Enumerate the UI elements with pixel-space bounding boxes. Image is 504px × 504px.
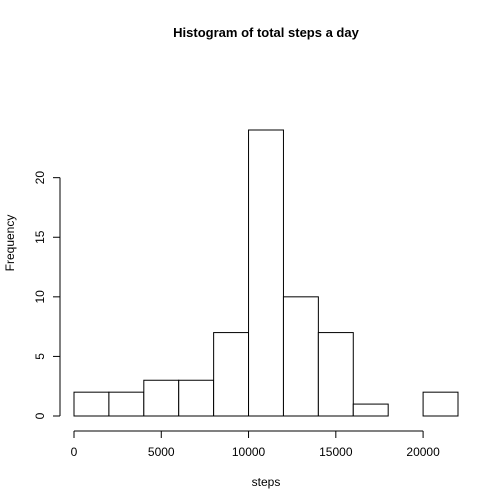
y-tick-label: 5 [33,353,47,360]
histogram-bar [317,332,354,417]
y-tick-label: 20 [33,171,47,185]
x-tick-label: 10000 [232,445,266,459]
histogram-bar [352,403,389,417]
y-axis: 0 5 10 15 20 [33,171,61,419]
bars-group [73,129,459,417]
x-tick-label: 20000 [406,445,440,459]
histogram-bar [248,129,284,417]
x-tick-label: 15000 [319,445,353,459]
histogram-bar [178,379,215,417]
x-tick-label: 0 [71,445,78,459]
histogram-bar [73,391,110,417]
histogram-bar [213,332,250,417]
histogram-bar [143,379,180,417]
x-axis: 0 5000 10000 15000 20000 [71,430,440,459]
x-tick-label: 5000 [148,445,175,459]
chart-title: Histogram of total steps a day [173,25,359,40]
histogram-bar [282,296,319,417]
y-tick-label: 10 [33,290,47,304]
x-axis-label: steps [252,475,281,489]
y-axis-label: Frequency [3,215,17,272]
histogram-bar [108,391,145,417]
y-tick-label: 0 [33,412,47,419]
y-tick-label: 15 [33,230,47,244]
histogram-bar [422,391,459,417]
